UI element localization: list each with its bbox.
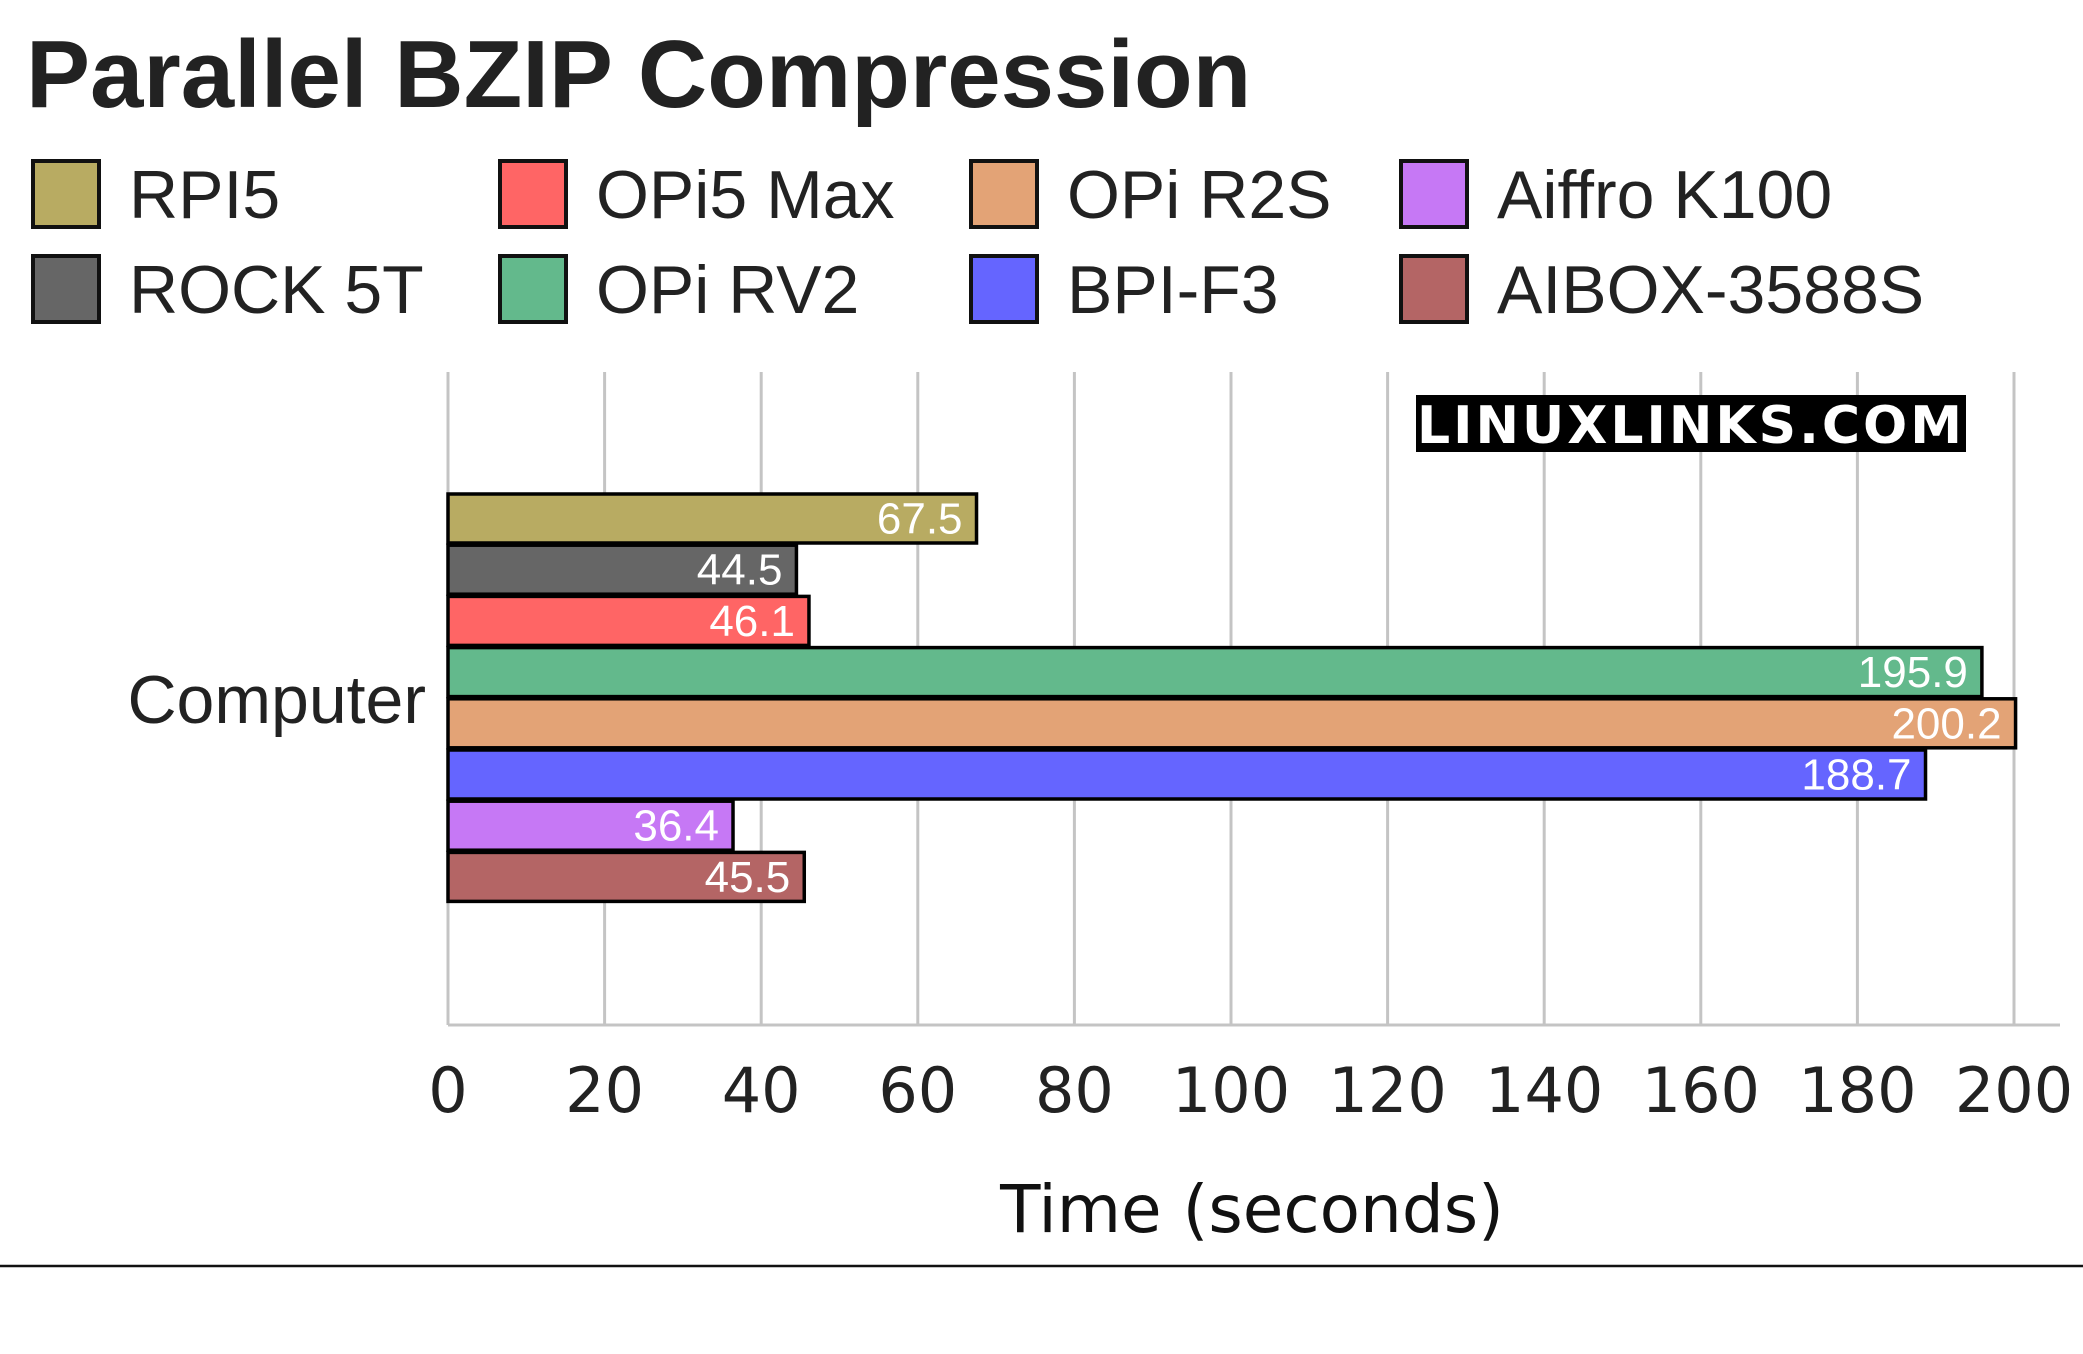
legend: RPI5 OPi5 Max OPi R2S Aiffro K100 ROCK 5T OPi…: [31, 157, 1924, 328]
bar-aiffro-k100: [446, 799, 735, 852]
x-tick-label-200: 200: [1955, 1054, 2073, 1127]
bar-rock-5t: [446, 543, 799, 596]
x-tick-label-0: 0: [428, 1054, 467, 1127]
x-tick-label-180: 180: [1798, 1054, 1916, 1127]
legend-swatch-rock-5t: [31, 254, 101, 324]
legend-label-aiffro-k100: Aiffro K100: [1497, 157, 1832, 233]
legend-label-rpi5: RPI5: [129, 157, 280, 233]
bar-bpi-f3: [446, 748, 1928, 801]
x-tick-label-40: 40: [722, 1054, 801, 1127]
category-labels: Computer: [127, 662, 426, 738]
bar-opi-rv2: [446, 645, 1984, 699]
legend-label-opi5-max: OPi5 Max: [596, 157, 895, 233]
legend-label-aibox-3588s: AIBOX-3588S: [1497, 252, 1924, 328]
bar-label-aibox-3588s: 45.5: [705, 853, 791, 902]
bar-label-bpi-f3: 188.7: [1801, 751, 1911, 800]
bar-label-aiffro-k100: 36.4: [633, 802, 719, 851]
x-tick-label-120: 120: [1328, 1054, 1446, 1127]
watermark-text: LINUXLINKS.COM: [1417, 396, 1965, 456]
x-tick-label-140: 140: [1485, 1054, 1603, 1127]
bar-label-rpi5: 67.5: [877, 495, 963, 544]
legend-swatch-opi-r2s: [969, 159, 1039, 229]
legend-label-rock-5t: ROCK 5T: [129, 252, 424, 328]
x-tick-label-100: 100: [1172, 1054, 1290, 1127]
x-axis-title: Time (seconds): [999, 1171, 1504, 1248]
x-tick-label-80: 80: [1035, 1054, 1114, 1127]
legend-label-opi-rv2: OPi RV2: [596, 252, 859, 328]
legend-label-opi-r2s: OPi R2S: [1067, 157, 1332, 233]
bar-label-opi-r2s: 200.2: [1891, 699, 2001, 748]
bar-opi5-max: [446, 594, 811, 648]
legend-swatch-opi-rv2: [498, 254, 568, 324]
bar-aibox-3588s: [446, 850, 807, 904]
legend-swatch-bpi-f3: [969, 254, 1039, 324]
legend-label-bpi-f3: BPI-F3: [1067, 252, 1279, 328]
legend-swatch-rpi5: [31, 159, 101, 229]
legend-swatch-opi5-max: [498, 159, 568, 229]
legend-swatch-aiffro-k100: [1399, 159, 1469, 229]
bar-label-opi5-max: 46.1: [709, 597, 795, 646]
x-tick-label-60: 60: [878, 1054, 957, 1127]
x-tick-label-160: 160: [1642, 1054, 1760, 1127]
bar-rpi5: [446, 492, 979, 545]
x-axis: 0 20 40 60 80 100 120 140 160 180 200: [428, 1023, 2073, 1127]
watermark-background: [1416, 395, 1966, 452]
chart-title: Parallel BZIP Compression: [26, 21, 1251, 128]
bar-label-rock-5t: 44.5: [697, 546, 783, 595]
bar-label-opi-rv2: 195.9: [1858, 648, 1968, 697]
legend-swatch-aibox-3588s: [1399, 254, 1469, 324]
category-label-computer: Computer: [127, 662, 426, 738]
x-tick-label-20: 20: [565, 1054, 644, 1127]
watermark: LINUXLINKS.COM: [1416, 395, 1966, 456]
bar-opi-r2s: [446, 697, 2018, 750]
